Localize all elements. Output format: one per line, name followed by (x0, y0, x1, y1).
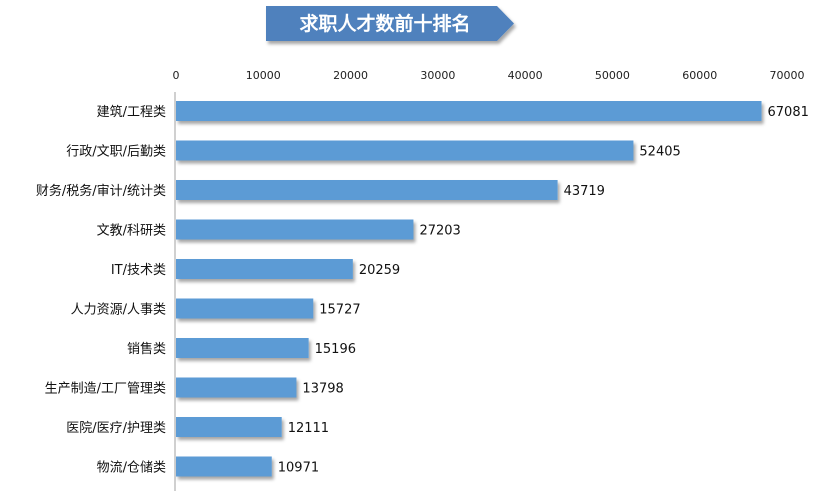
bar (176, 377, 297, 398)
data-label: 15196 (315, 342, 356, 357)
data-label: 27203 (419, 224, 460, 239)
category-label: 财务/税务/审计/统计类 (36, 183, 166, 199)
category-label: 销售类 (127, 341, 166, 357)
bar (176, 101, 762, 121)
category-label: 文教/科研类 (97, 223, 166, 239)
x-tick-label: 20000 (333, 69, 368, 82)
bar (176, 180, 558, 200)
data-label: 12111 (288, 421, 329, 436)
x-tick-label: 60000 (682, 69, 717, 82)
bar (176, 259, 353, 279)
bar (176, 298, 314, 319)
x-tick-label: 40000 (508, 69, 543, 82)
category-label: 建筑/工程类 (97, 104, 166, 120)
bar (176, 456, 272, 477)
category-label: IT/技术类 (111, 263, 166, 278)
x-tick-label: 10000 (246, 69, 281, 82)
x-tick-label: 70000 (770, 69, 805, 82)
category-label: 生产制造/工厂管理类 (45, 382, 166, 397)
data-label: 67081 (768, 105, 809, 120)
category-label: 物流/仓储类 (97, 461, 166, 476)
x-axis-ticks: 0 10000 20000 30000 40000 50000 60000 70000 (173, 69, 805, 82)
data-label: 15727 (319, 303, 360, 318)
category-label: 行政/文职/后勤类 (66, 145, 166, 160)
bars: 建筑/工程类 67081 行政/文职/后勤类 52405 财务/税务/审计/统计类 437… (36, 101, 809, 477)
bar (176, 338, 309, 358)
title-banner-shape (266, 6, 514, 41)
category-label: 医院/医疗/护理类 (66, 421, 166, 436)
chart-title: 求职人才数前十排名 (299, 12, 470, 35)
x-tick-label: 50000 (595, 69, 630, 82)
x-tick-label: 0 (173, 69, 180, 82)
bar (176, 140, 634, 161)
data-label: 43719 (564, 184, 605, 199)
data-label: 13798 (302, 382, 343, 397)
bar (176, 417, 282, 437)
data-label: 10971 (278, 461, 319, 476)
category-label: 人力资源/人事类 (71, 303, 166, 318)
data-label: 20259 (359, 263, 400, 278)
title-banner: 求职人才数前十排名 (266, 6, 514, 41)
bar (176, 219, 414, 240)
x-tick-label: 30000 (420, 69, 455, 82)
data-label: 52405 (639, 145, 680, 160)
